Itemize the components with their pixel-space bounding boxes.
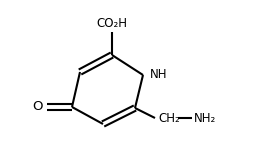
Text: CO₂H: CO₂H bbox=[97, 17, 128, 30]
Text: O: O bbox=[33, 100, 43, 114]
Text: NH₂: NH₂ bbox=[194, 112, 216, 125]
Text: CH₂: CH₂ bbox=[158, 112, 180, 125]
Text: NH: NH bbox=[150, 68, 168, 82]
